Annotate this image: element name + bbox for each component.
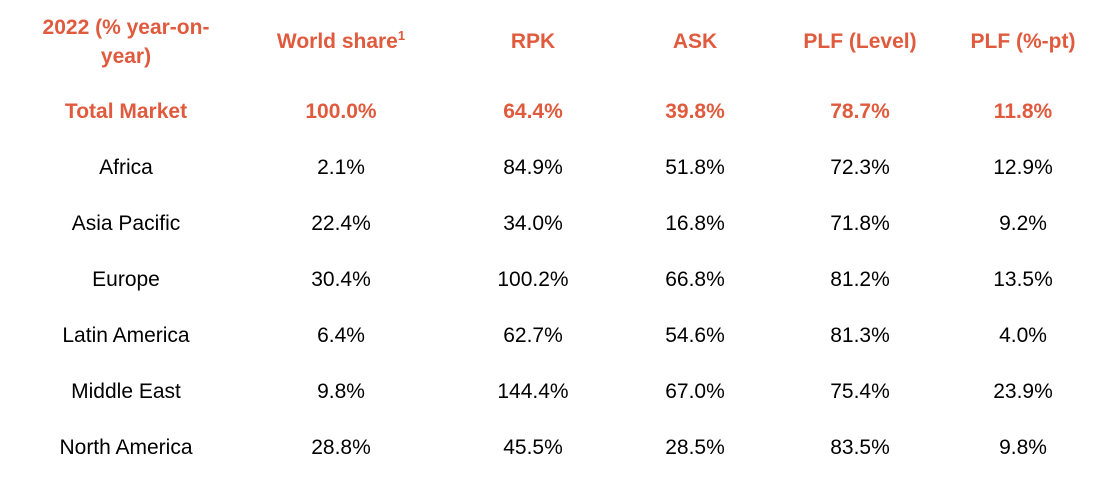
- cell-plf-level: 83.5%: [830, 436, 890, 459]
- cell-plf-level: 81.2%: [830, 268, 890, 291]
- cell-rpk: 45.5%: [503, 436, 563, 459]
- table-row: Europe 30.4% 100.2% 66.8% 81.2% 13.5%: [22, 252, 1102, 308]
- cell-rpk: 34.0%: [503, 212, 563, 235]
- cell-ask: 39.8%: [665, 100, 725, 123]
- table-row: Asia Pacific 22.4% 34.0% 16.8% 71.8% 9.2…: [22, 196, 1102, 252]
- cell-plf-level: 71.8%: [830, 212, 890, 235]
- cell-world-share: 30.4%: [311, 268, 371, 291]
- header-world-share-text: World share: [276, 30, 398, 53]
- cell-plf-level: 78.7%: [830, 100, 890, 123]
- cell-rpk: 84.9%: [503, 156, 563, 179]
- cell-region: Total Market: [64, 100, 188, 123]
- cell-ask: 67.0%: [665, 380, 725, 403]
- cell-plf-pt: 9.8%: [999, 436, 1047, 459]
- table-header-row: 2022 (% year-on- year) World share1 RPK …: [22, 0, 1102, 84]
- table-row: Africa 2.1% 84.9% 51.8% 72.3% 12.9%: [22, 140, 1102, 196]
- cell-plf-pt: 4.0%: [999, 324, 1047, 347]
- header-plf-pt: PLF (%-pt): [970, 30, 1076, 53]
- cell-ask: 16.8%: [665, 212, 725, 235]
- cell-plf-pt: 11.8%: [993, 100, 1053, 123]
- cell-plf-level: 72.3%: [830, 156, 890, 179]
- cell-plf-level: 75.4%: [830, 380, 890, 403]
- cell-rpk: 64.4%: [503, 100, 563, 123]
- header-rpk: RPK: [510, 30, 556, 53]
- cell-region: Middle East: [71, 380, 181, 403]
- cell-world-share: 22.4%: [311, 212, 371, 235]
- header-period-label-line2: year): [100, 45, 152, 68]
- cell-ask: 54.6%: [665, 324, 725, 347]
- cell-region: Asia Pacific: [71, 212, 181, 235]
- cell-plf-pt: 12.9%: [993, 156, 1053, 179]
- header-world-share-footnote: 1: [397, 28, 406, 43]
- cell-plf-pt: 9.2%: [999, 212, 1047, 235]
- header-plf-level: PLF (Level): [803, 30, 917, 53]
- cell-world-share: 2.1%: [317, 156, 365, 179]
- cell-rpk: 100.2%: [497, 268, 569, 291]
- table-row: Middle East 9.8% 144.4% 67.0% 75.4% 23.9…: [22, 364, 1102, 420]
- table-row: North America 28.8% 45.5% 28.5% 83.5% 9.…: [22, 420, 1102, 476]
- cell-region: Latin America: [62, 324, 190, 347]
- table-row-total-market: Total Market 100.0% 64.4% 39.8% 78.7% 11…: [22, 84, 1102, 140]
- header-ask: ASK: [672, 30, 718, 53]
- table-row: Latin America 6.4% 62.7% 54.6% 81.3% 4.0…: [22, 308, 1102, 364]
- cell-region: Africa: [99, 156, 153, 179]
- cell-plf-pt: 23.9%: [993, 380, 1053, 403]
- cell-rpk: 144.4%: [497, 380, 569, 403]
- header-period-label-line1: 2022 (% year-on-: [42, 16, 210, 39]
- cell-ask: 28.5%: [665, 436, 725, 459]
- cell-world-share: 28.8%: [311, 436, 371, 459]
- header-world-share: World share1: [230, 0, 452, 84]
- cell-ask: 66.8%: [665, 268, 725, 291]
- cell-rpk: 62.7%: [503, 324, 563, 347]
- cell-world-share: 100.0%: [305, 100, 377, 123]
- cell-region: Europe: [92, 268, 160, 291]
- cell-region: North America: [59, 436, 193, 459]
- cell-ask: 51.8%: [665, 156, 725, 179]
- market-data-table: 2022 (% year-on- year) World share1 RPK …: [22, 0, 1102, 476]
- cell-world-share: 9.8%: [317, 380, 365, 403]
- cell-world-share: 6.4%: [317, 324, 365, 347]
- cell-plf-pt: 13.5%: [993, 268, 1053, 291]
- header-period-label: 2022 (% year-on- year): [22, 0, 230, 84]
- cell-plf-level: 81.3%: [830, 324, 890, 347]
